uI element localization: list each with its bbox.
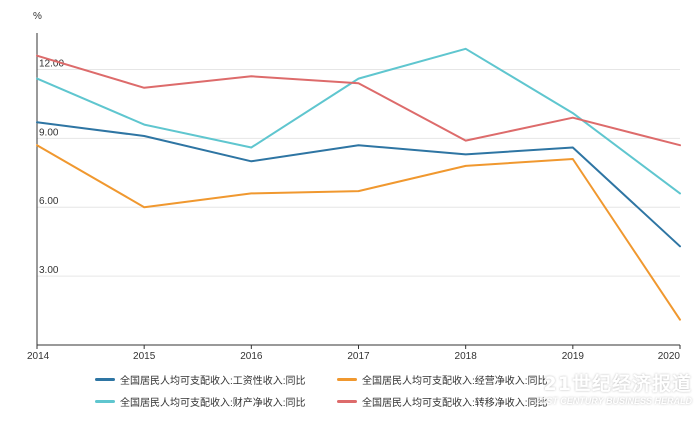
legend-label-transfer-income: 全国居民人均可支配收入:转移净收入:同比	[362, 398, 548, 409]
x-tick-label-2016: 2016	[240, 351, 263, 362]
legend-swatch-transfer-income	[337, 400, 357, 403]
legend-swatch-business-income	[337, 378, 357, 381]
legend-item-property-income[interactable]: 全国居民人均可支配收入:财产净收入:同比	[95, 394, 337, 409]
grid-lines	[37, 68, 680, 277]
legend-item-transfer-income[interactable]: 全国居民人均可支配收入:转移净收入:同比	[337, 394, 587, 409]
series-lines	[36, 47, 681, 321]
axes	[36, 33, 681, 349]
legend-swatch-wage-income	[95, 378, 115, 381]
x-tick-label-2019: 2019	[562, 351, 585, 362]
series-line-wage-income	[36, 121, 681, 248]
legend-item-wage-income[interactable]: 全国居民人均可支配收入:工资性收入:同比	[95, 372, 337, 387]
series-line-property-income	[36, 47, 681, 195]
y-axis-unit-label: %	[33, 11, 42, 22]
legend-label-wage-income: 全国居民人均可支配收入:工资性收入:同比	[120, 376, 306, 387]
legend-swatch-property-income	[95, 400, 115, 403]
y-tick-label-2: 9.00	[39, 127, 59, 138]
series-line-business-income	[36, 144, 681, 321]
series-line-transfer-income	[36, 54, 681, 147]
x-tick-label-2018: 2018	[455, 351, 478, 362]
x-tick-label-2017: 2017	[347, 351, 370, 362]
y-tick-labels: 3.00 6.00 9.00 12.00	[39, 58, 64, 276]
y-tick-label-0: 3.00	[39, 265, 59, 276]
x-tick-labels: 2014 2015 2016 2017 2018 2019 2020	[27, 351, 680, 362]
legend-label-property-income: 全国居民人均可支配收入:财产净收入:同比	[120, 398, 306, 409]
x-tick-label-2020: 2020	[658, 351, 681, 362]
legend-item-business-income[interactable]: 全国居民人均可支配收入:经营净收入:同比	[337, 372, 587, 387]
y-tick-label-1: 6.00	[39, 196, 59, 207]
x-tick-label-2014: 2014	[27, 351, 50, 362]
x-tick-label-2015: 2015	[133, 351, 156, 362]
y-tick-label-3: 12.00	[39, 58, 64, 69]
legend: 全国居民人均可支配收入:工资性收入:同比 全国居民人均可支配收入:经营净收入:同…	[95, 372, 595, 409]
legend-label-business-income: 全国居民人均可支配收入:经营净收入:同比	[362, 376, 548, 387]
